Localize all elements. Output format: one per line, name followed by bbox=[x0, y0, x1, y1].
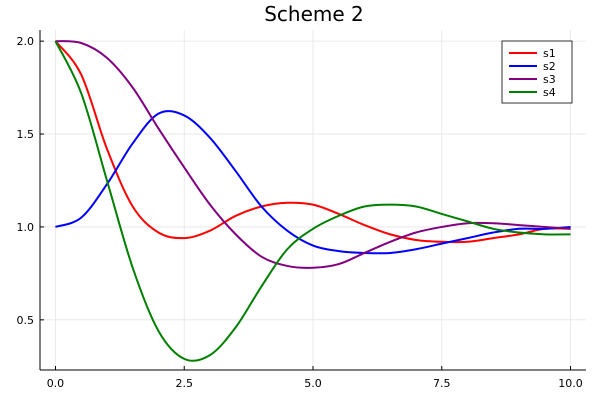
series-line-s2 bbox=[55, 110, 571, 255]
y-axis-ticks: 0.5 1.0 1.5 2.0 bbox=[17, 35, 44, 327]
legend-box bbox=[501, 40, 573, 104]
legend-label-s1: s1 bbox=[543, 47, 556, 60]
y-tick-label: 0.5 bbox=[17, 314, 35, 327]
x-tick-label: 2.5 bbox=[175, 377, 193, 390]
chart-title: Scheme 2 bbox=[264, 2, 364, 26]
series-lines bbox=[54, 40, 571, 362]
legend-label-s4: s4 bbox=[543, 86, 556, 99]
x-tick-label: 10.0 bbox=[558, 377, 583, 390]
legend-label-s2: s2 bbox=[543, 60, 556, 73]
series-line-s3 bbox=[55, 40, 571, 269]
series-line-s1 bbox=[54, 40, 571, 244]
y-tick-label: 2.0 bbox=[17, 35, 35, 48]
grid bbox=[40, 30, 586, 370]
y-tick-label: 1.0 bbox=[17, 221, 35, 234]
y-tick-label: 1.5 bbox=[17, 128, 35, 141]
x-tick-label: 5.0 bbox=[304, 377, 322, 390]
legend-label-s3: s3 bbox=[543, 73, 556, 86]
x-tick-label: 7.5 bbox=[433, 377, 451, 390]
x-axis-ticks: 0.0 2.5 5.0 7.5 10.0 bbox=[47, 366, 583, 390]
x-tick-label: 0.0 bbox=[47, 377, 65, 390]
series-line-s4 bbox=[54, 40, 571, 362]
